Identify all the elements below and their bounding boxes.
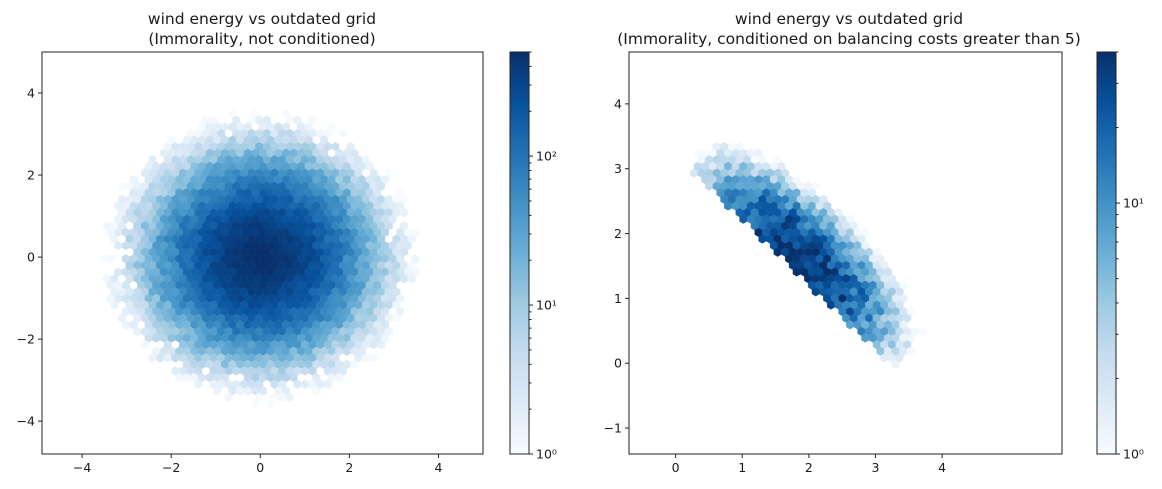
right-y-tick-label: 4 [614,96,622,111]
right-x-tick-label: 1 [738,460,746,475]
left-hex-cell [335,373,344,383]
left-hex-cell [300,379,309,389]
left-hex-cell [106,254,115,264]
right-y-tick-label: −1 [604,421,622,436]
right-hex-cell [891,359,900,369]
left-hex-cell [369,353,378,363]
left-chart-title-line1: wind energy vs outdated grid [148,10,376,28]
left-hex-cell [339,128,347,138]
right-colorbar-tick-label: 10¹ [1123,196,1144,211]
left-hex-cell [266,399,275,409]
right-hex-cell [918,326,927,336]
right-y-tick-label: 0 [614,356,622,371]
left-plot-frame [41,51,484,455]
left-hex-cell [392,313,401,323]
left-hex-cell [407,274,416,284]
left-colorbar-tick-label: 10¹ [536,298,557,313]
right-y-tick-label: 1 [614,291,622,306]
right-x-tick-label: 2 [805,460,813,475]
left-colorbar-ticks: 10⁰ 10¹ 10² [529,51,557,462]
left-y-tick-label: 2 [27,168,35,183]
left-colorbar [509,51,530,455]
left-hex-cell [140,340,149,350]
left-hex-cell [251,399,260,409]
right-chart-title-line1: wind energy vs outdated grid [735,10,963,28]
left-hex-cell [118,181,126,191]
right-plot-frame [628,51,1063,455]
right-x-tick-label: 3 [872,460,880,475]
left-hex-cell [224,392,233,402]
right-hexbin-cells [689,142,927,369]
left-y-tick-label: 4 [27,86,35,101]
left-x-tick-label: 4 [434,460,442,475]
right-chart-title-line2: (Immorality, conditioned on balancing co… [617,30,1081,48]
left-y-tick-label: −4 [17,414,35,429]
left-x-tick-label: 0 [256,460,264,475]
left-hex-cell [323,379,332,389]
left-hex-cell [194,379,203,389]
left-x-tick-label: −2 [162,460,180,475]
right-chart: wind energy vs outdated grid (Immorality… [604,10,1144,475]
right-axis-ticks: 0 1 2 3 4 −1 0 1 2 3 4 [604,96,947,475]
right-x-tick-label: 0 [672,460,680,475]
left-hex-cell [285,392,294,402]
left-chart: wind energy vs outdated grid (Immorality… [17,10,557,475]
right-y-tick-label: 3 [614,161,622,176]
left-colorbar-tick-label: 10⁰ [536,447,557,462]
right-colorbar-ticks: 10⁰ 10¹ [1116,51,1144,462]
left-hex-cell [99,254,107,264]
left-hex-cell [213,386,222,396]
left-y-tick-label: 0 [27,250,35,265]
right-hex-cell [907,346,915,356]
left-hex-cell [400,208,408,218]
left-hexbin-cells [99,109,420,409]
left-hex-cell [312,386,321,396]
right-y-tick-label: 2 [614,226,622,241]
left-x-tick-label: −4 [73,460,91,475]
left-colorbar-tick-label: 10² [536,149,557,164]
left-hex-cell [110,300,119,310]
left-hex-cell [350,359,359,369]
right-colorbar-tick-label: 10⁰ [1123,447,1144,462]
left-chart-title-line2: (Immorality, not conditioned) [148,30,375,48]
left-hex-cell [377,340,386,350]
left-y-tick-label: −2 [17,332,35,347]
left-x-tick-label: 2 [345,460,353,475]
right-colorbar [1096,51,1117,455]
right-x-tick-label: 4 [938,460,946,475]
left-axis-ticks: −4 −2 0 2 4 −4 −2 0 2 4 [17,86,443,475]
